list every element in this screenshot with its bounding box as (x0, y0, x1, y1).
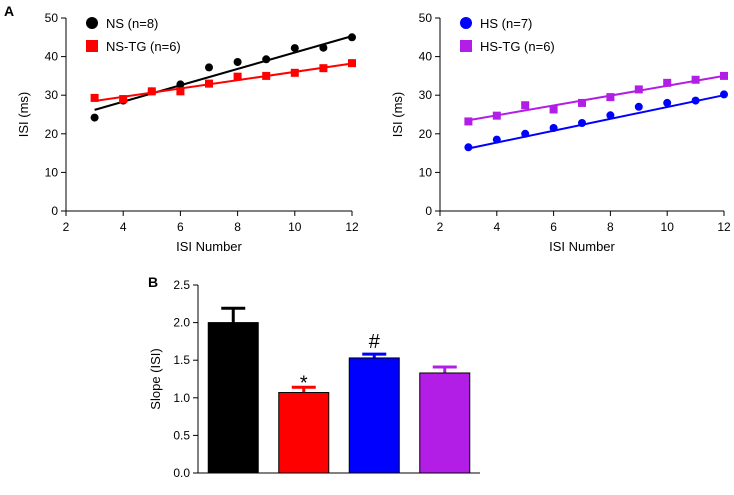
fit-line-2 (94, 62, 353, 102)
panel-a-letter: A (4, 3, 14, 19)
y-tick-label: 40 (45, 50, 59, 64)
bar-ns-tg (278, 392, 330, 474)
x-tick-label: 6 (177, 220, 184, 234)
legend-marker (86, 17, 98, 29)
legend-label: HS (n=7) (480, 16, 532, 31)
data-point (691, 96, 700, 105)
x-tick-label: 2 (63, 220, 70, 234)
data-point (319, 43, 328, 52)
bar-ns (207, 322, 259, 474)
y-axis-title: ISI (ms) (390, 92, 405, 138)
data-point (720, 90, 728, 99)
scatter-plot-hs: 0 10 20 30 40 50 2 4 6 8 10 12 ISI Number ISI (ms) HS … (390, 11, 731, 254)
y-tick-label: 2.5 (173, 278, 190, 292)
x-tick-label: 10 (288, 220, 302, 234)
data-point (521, 129, 530, 138)
fit-line-2 (468, 74, 725, 122)
data-point (492, 135, 501, 144)
y-tick-label: 0.0 (173, 466, 190, 480)
data-point (290, 68, 299, 77)
data-point (606, 93, 615, 102)
y-tick-label: 20 (45, 127, 59, 141)
data-point (319, 64, 328, 73)
data-point (348, 59, 356, 68)
data-point (549, 124, 558, 133)
y-tick-label: 1.5 (173, 353, 190, 367)
y-tick-label: 40 (419, 50, 433, 64)
legend-label: NS-TG (n=6) (106, 39, 181, 54)
data-point (119, 95, 128, 104)
y-tick-label: 50 (419, 11, 433, 25)
fit-line-1 (468, 94, 725, 150)
panel-b-letter: B (148, 274, 158, 290)
x-tick-label: 12 (345, 220, 359, 234)
data-point (720, 71, 728, 80)
data-point (464, 143, 473, 152)
y-tick-label: 50 (45, 11, 59, 25)
data-point (578, 98, 586, 107)
data-point (521, 101, 530, 110)
bar-hs (348, 357, 400, 474)
data-point (578, 118, 586, 127)
x-tick-label: 12 (717, 220, 731, 234)
x-axis-title: ISI Number (176, 239, 242, 254)
x-axis-title: ISI Number (549, 239, 615, 254)
data-point (464, 117, 473, 126)
data-point (634, 102, 643, 111)
bar-hs-tg (419, 372, 471, 474)
data-point (691, 75, 700, 84)
data-point (205, 79, 213, 88)
scatter-plot-ns: 0 10 20 30 40 50 2 4 6 8 10 12 ISI Number ISI (ms) NS … (16, 11, 359, 254)
y-tick-label: 0 (425, 204, 432, 218)
x-tick-label: 8 (234, 220, 241, 234)
data-point (262, 55, 271, 64)
data-point (233, 58, 242, 67)
x-tick-label: 10 (661, 220, 675, 234)
fit-line-1 (94, 35, 353, 111)
significance-marker: * (300, 372, 308, 394)
x-tick-label: 6 (550, 220, 557, 234)
legend-label: HS-TG (n=6) (480, 39, 555, 54)
y-axis-title: Slope (ISI) (148, 348, 163, 409)
y-tick-label: 10 (45, 165, 59, 179)
bar-chart-slope: 0.0 0.5 1.0 1.5 2.0 2.5 Slope (ISI) * # (148, 278, 480, 480)
y-tick-label: 20 (419, 127, 433, 141)
data-point (549, 105, 558, 114)
y-tick-label: 30 (419, 88, 433, 102)
data-point (348, 33, 356, 42)
legend-marker (460, 17, 472, 29)
data-point (205, 63, 213, 72)
significance-marker: # (369, 331, 381, 353)
y-axis-title: ISI (ms) (16, 92, 31, 138)
data-point (176, 80, 185, 89)
data-point (663, 98, 672, 107)
legend-label: NS (n=8) (106, 16, 158, 31)
y-tick-label: 0 (51, 204, 58, 218)
data-point (492, 111, 501, 120)
data-point (262, 71, 271, 80)
data-point (290, 44, 299, 53)
x-tick-label: 2 (437, 220, 444, 234)
y-tick-label: 1.0 (173, 391, 190, 405)
data-point (90, 113, 99, 122)
y-tick-label: 10 (419, 165, 433, 179)
x-tick-label: 4 (493, 220, 500, 234)
data-point (634, 85, 643, 94)
data-point (147, 87, 156, 96)
data-point (663, 78, 672, 87)
x-tick-label: 8 (607, 220, 614, 234)
data-point (606, 111, 615, 120)
data-point (233, 72, 242, 81)
legend-marker (460, 40, 472, 52)
legend-marker (86, 40, 98, 52)
y-tick-label: 0.5 (173, 428, 190, 442)
data-point (176, 87, 185, 96)
y-tick-label: 2.0 (173, 316, 190, 330)
y-tick-label: 30 (45, 88, 59, 102)
x-tick-label: 4 (120, 220, 127, 234)
data-point (90, 93, 99, 102)
